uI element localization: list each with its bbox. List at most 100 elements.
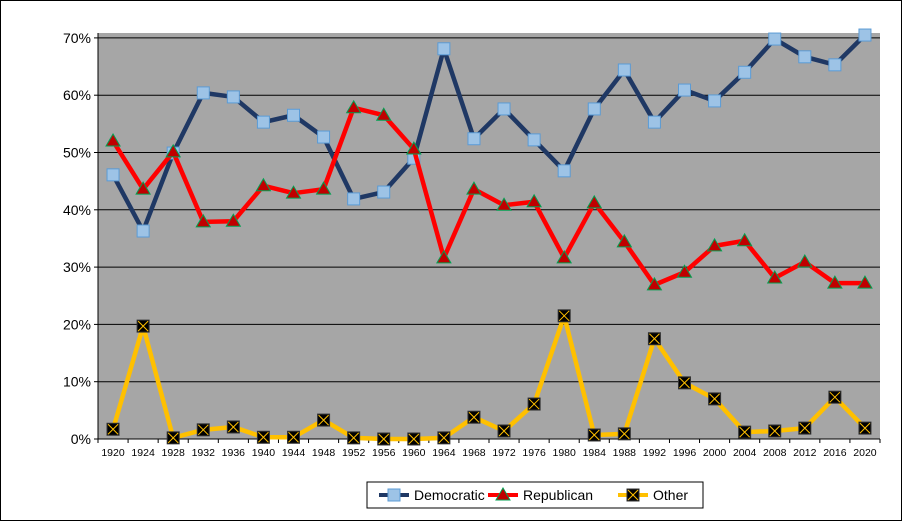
data-point-democratic — [196, 86, 210, 100]
x-tick-label: 2012 — [793, 447, 817, 459]
data-point-republican — [706, 237, 723, 252]
data-point-other-cross — [438, 432, 450, 444]
y-tick-label: 30% — [63, 259, 91, 275]
data-point-republican — [646, 276, 663, 291]
legend: Democratic Republican Other — [366, 481, 704, 509]
data-point-republican — [766, 269, 783, 284]
data-point-republican — [255, 177, 272, 192]
data-point-other-cross — [859, 422, 871, 434]
x-tick-label: 1924 — [131, 447, 155, 459]
legend-label-republican: Republican — [523, 487, 593, 503]
data-point-other-cross — [318, 414, 329, 426]
data-point-democratic — [136, 224, 150, 238]
data-point-other-cross — [227, 421, 239, 433]
data-point-republican — [436, 249, 452, 264]
x-tick-label: 2004 — [733, 447, 757, 459]
data-point-other-cross — [799, 422, 811, 434]
x-tick-label: 1940 — [252, 447, 276, 459]
x-tick-label: 1928 — [162, 447, 186, 459]
legend-item-democratic: Democratic — [379, 487, 485, 503]
x-tick-label: 2016 — [823, 447, 847, 459]
x-tick-label: 1964 — [432, 447, 456, 459]
data-point-republican — [857, 275, 873, 289]
x-tick-label: 2008 — [763, 447, 787, 459]
data-point-democratic — [708, 94, 722, 108]
data-point-republican — [796, 253, 813, 268]
y-tick-label: 60% — [63, 87, 91, 103]
data-point-other-cross — [829, 391, 841, 403]
x-tick-label: 2020 — [853, 447, 877, 459]
data-point-republican — [405, 141, 422, 155]
data-point-democratic — [798, 50, 812, 64]
data-point-other-cross — [498, 425, 510, 437]
x-tick-label: 1984 — [583, 447, 607, 459]
y-tick-label: 40% — [63, 202, 91, 218]
data-point-democratic — [768, 32, 782, 46]
legend-item-other: Other — [618, 487, 688, 503]
data-point-other-cross — [468, 411, 480, 423]
data-point-republican — [135, 181, 151, 195]
x-tick-label: 1968 — [462, 447, 486, 459]
series-republican — [105, 99, 873, 291]
data-point-democratic — [587, 102, 601, 116]
data-point-republican — [676, 264, 693, 278]
data-point-republican — [315, 181, 332, 195]
x-tick-label: 2000 — [703, 447, 727, 459]
data-point-other-cross — [378, 433, 390, 445]
y-tick-label: 70% — [63, 30, 91, 46]
x-tick-label: 1988 — [613, 447, 637, 459]
data-point-democratic — [226, 90, 240, 104]
data-point-democratic — [256, 115, 270, 129]
data-point-democratic — [647, 115, 661, 129]
x-tick-label: 1920 — [101, 447, 125, 459]
data-point-other-cross — [107, 423, 119, 435]
data-point-other-cross — [649, 333, 660, 345]
data-point-other-cross — [528, 398, 540, 410]
x-tick-label: 1960 — [402, 447, 426, 459]
data-point-other-cross — [739, 426, 751, 438]
x-tick-label: 1976 — [522, 447, 546, 459]
data-point-democratic — [317, 130, 331, 144]
series-other — [106, 309, 872, 446]
data-point-republican — [165, 143, 182, 158]
data-point-republican — [827, 275, 843, 289]
x-tick-label: 1932 — [192, 447, 216, 459]
data-point-democratic — [467, 132, 481, 146]
x-tick-label: 1936 — [222, 447, 246, 459]
data-point-other-cross — [167, 432, 179, 444]
x-tick-label: 1944 — [282, 447, 306, 459]
data-point-republican — [586, 194, 603, 209]
data-point-other-cross — [618, 428, 630, 440]
data-point-democratic — [527, 133, 541, 147]
x-tick-label: 1956 — [372, 447, 396, 459]
data-point-other-cross — [288, 431, 299, 443]
data-point-democratic — [377, 185, 391, 199]
data-point-democratic — [287, 108, 300, 122]
data-point-republican — [496, 197, 512, 211]
data-point-republican — [225, 213, 242, 227]
data-point-democratic — [617, 63, 631, 77]
data-point-other-cross — [137, 320, 149, 332]
data-point-democratic — [678, 83, 691, 97]
legend-item-republican: Republican — [488, 487, 593, 503]
data-point-republican — [556, 249, 573, 264]
data-point-republican — [616, 233, 633, 248]
data-point-other-cross — [679, 377, 690, 389]
data-point-other-cross — [558, 310, 570, 322]
data-point-other-cross — [588, 429, 600, 441]
x-tick-label: 1996 — [673, 447, 697, 459]
data-point-democratic — [557, 164, 571, 178]
data-point-other-cross — [348, 432, 360, 444]
y-tick-label: 0% — [71, 431, 91, 447]
data-point-other-cross — [769, 425, 781, 437]
data-point-other-cross — [197, 424, 209, 436]
data-point-democratic — [828, 58, 842, 72]
x-tick-label: 1952 — [342, 447, 366, 459]
data-point-republican — [736, 232, 753, 247]
y-tick-label: 20% — [63, 316, 91, 332]
x-tick-label: 1980 — [553, 447, 577, 459]
series-democratic — [106, 28, 872, 238]
x-tick-label: 1972 — [492, 447, 516, 459]
data-point-republican — [105, 133, 121, 147]
data-point-democratic — [858, 28, 872, 42]
